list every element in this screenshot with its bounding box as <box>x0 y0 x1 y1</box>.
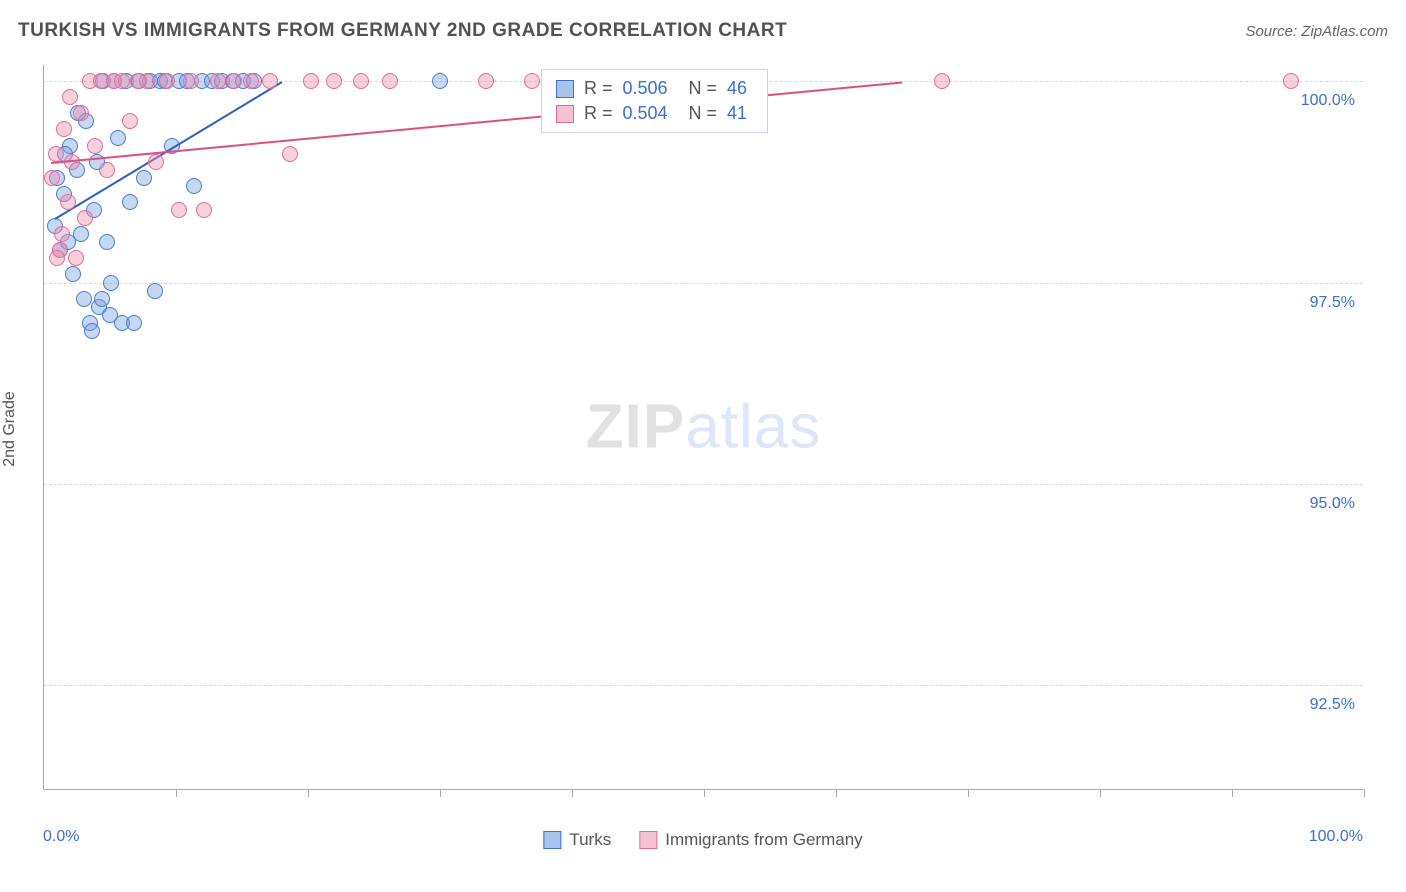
x-tick <box>572 789 573 797</box>
y-tick-label: 95.0% <box>1310 495 1355 513</box>
germany-point <box>68 250 84 266</box>
x-tick <box>1232 789 1233 797</box>
legend-swatch <box>556 105 574 123</box>
y-tick-label: 100.0% <box>1301 92 1355 110</box>
turks-point <box>136 170 152 186</box>
x-tick <box>704 789 705 797</box>
turks-point <box>65 266 81 282</box>
correlation-legend: R = 0.506 N = 46 R = 0.504 N = 41 <box>541 69 768 133</box>
turks-point <box>73 226 89 242</box>
germany-point <box>114 73 130 89</box>
turks-point <box>186 178 202 194</box>
chart-title: TURKISH VS IMMIGRANTS FROM GERMANY 2ND G… <box>18 20 787 42</box>
x-tick <box>176 789 177 797</box>
y-axis-title: 2nd Grade <box>1 391 19 467</box>
x-tick <box>308 789 309 797</box>
gridline <box>44 484 1363 485</box>
series-legend-item: Turks <box>543 830 611 850</box>
x-tick <box>1364 789 1365 797</box>
germany-point <box>44 170 60 186</box>
turks-point <box>94 291 110 307</box>
germany-point <box>326 73 342 89</box>
turks-point <box>84 323 100 339</box>
series-legend-item: Immigrants from Germany <box>639 830 862 850</box>
legend-n-label: N = <box>689 78 718 99</box>
germany-point <box>226 73 242 89</box>
x-axis-max-label: 100.0% <box>1309 828 1363 846</box>
legend-n-value: 41 <box>727 103 753 124</box>
source-label: Source: ZipAtlas.com <box>1245 23 1388 40</box>
legend-r-label: R = <box>584 103 613 124</box>
series-legend-label: Turks <box>569 830 611 850</box>
germany-point <box>159 73 175 89</box>
germany-point <box>183 73 199 89</box>
germany-point <box>210 73 226 89</box>
germany-point <box>77 210 93 226</box>
gridline <box>44 283 1363 284</box>
germany-point <box>524 73 540 89</box>
legend-swatch <box>543 831 561 849</box>
legend-n-label: N = <box>689 103 718 124</box>
germany-point <box>87 138 103 154</box>
turks-point <box>122 194 138 210</box>
x-tick <box>1100 789 1101 797</box>
germany-point <box>73 105 89 121</box>
gridline <box>44 685 1363 686</box>
germany-point <box>56 121 72 137</box>
legend-r-value: 0.504 <box>623 103 679 124</box>
germany-point <box>148 154 164 170</box>
turks-point <box>432 73 448 89</box>
germany-trendline <box>50 81 902 164</box>
germany-point <box>196 202 212 218</box>
x-axis-min-label: 0.0% <box>43 828 79 846</box>
germany-point <box>62 89 78 105</box>
x-tick <box>440 789 441 797</box>
turks-point <box>103 275 119 291</box>
germany-point <box>1283 73 1299 89</box>
legend-row: R = 0.506 N = 46 <box>556 76 753 101</box>
germany-point <box>382 73 398 89</box>
legend-row: R = 0.504 N = 41 <box>556 101 753 126</box>
watermark-zip: ZIP <box>586 393 685 462</box>
legend-n-value: 46 <box>727 78 753 99</box>
germany-point <box>54 226 70 242</box>
y-tick-label: 97.5% <box>1310 294 1355 312</box>
germany-point <box>99 162 115 178</box>
germany-point <box>49 250 65 266</box>
watermark: ZIPatlas <box>586 392 821 463</box>
turks-point <box>147 283 163 299</box>
turks-point <box>126 315 142 331</box>
legend-swatch <box>639 831 657 849</box>
germany-point <box>303 73 319 89</box>
legend-r-label: R = <box>584 78 613 99</box>
germany-point <box>282 146 298 162</box>
turks-point <box>99 234 115 250</box>
legend-r-value: 0.506 <box>623 78 679 99</box>
germany-point <box>48 146 64 162</box>
plot-area: ZIPatlas R = 0.506 N = 46 R = 0.504 N = 41 92.5… <box>43 65 1363 790</box>
x-tick <box>968 789 969 797</box>
turks-point <box>76 291 92 307</box>
germany-point <box>171 202 187 218</box>
series-legend-label: Immigrants from Germany <box>665 830 862 850</box>
turks-point <box>110 130 126 146</box>
germany-point <box>139 73 155 89</box>
germany-point <box>262 73 278 89</box>
germany-point <box>478 73 494 89</box>
series-legend: Turks Immigrants from Germany <box>543 830 862 850</box>
legend-swatch <box>556 80 574 98</box>
x-tick <box>836 789 837 797</box>
germany-point <box>122 113 138 129</box>
watermark-atlas: atlas <box>685 393 821 462</box>
germany-point <box>60 194 76 210</box>
y-tick-label: 92.5% <box>1310 696 1355 714</box>
germany-point <box>353 73 369 89</box>
germany-point <box>934 73 950 89</box>
germany-point <box>243 73 259 89</box>
